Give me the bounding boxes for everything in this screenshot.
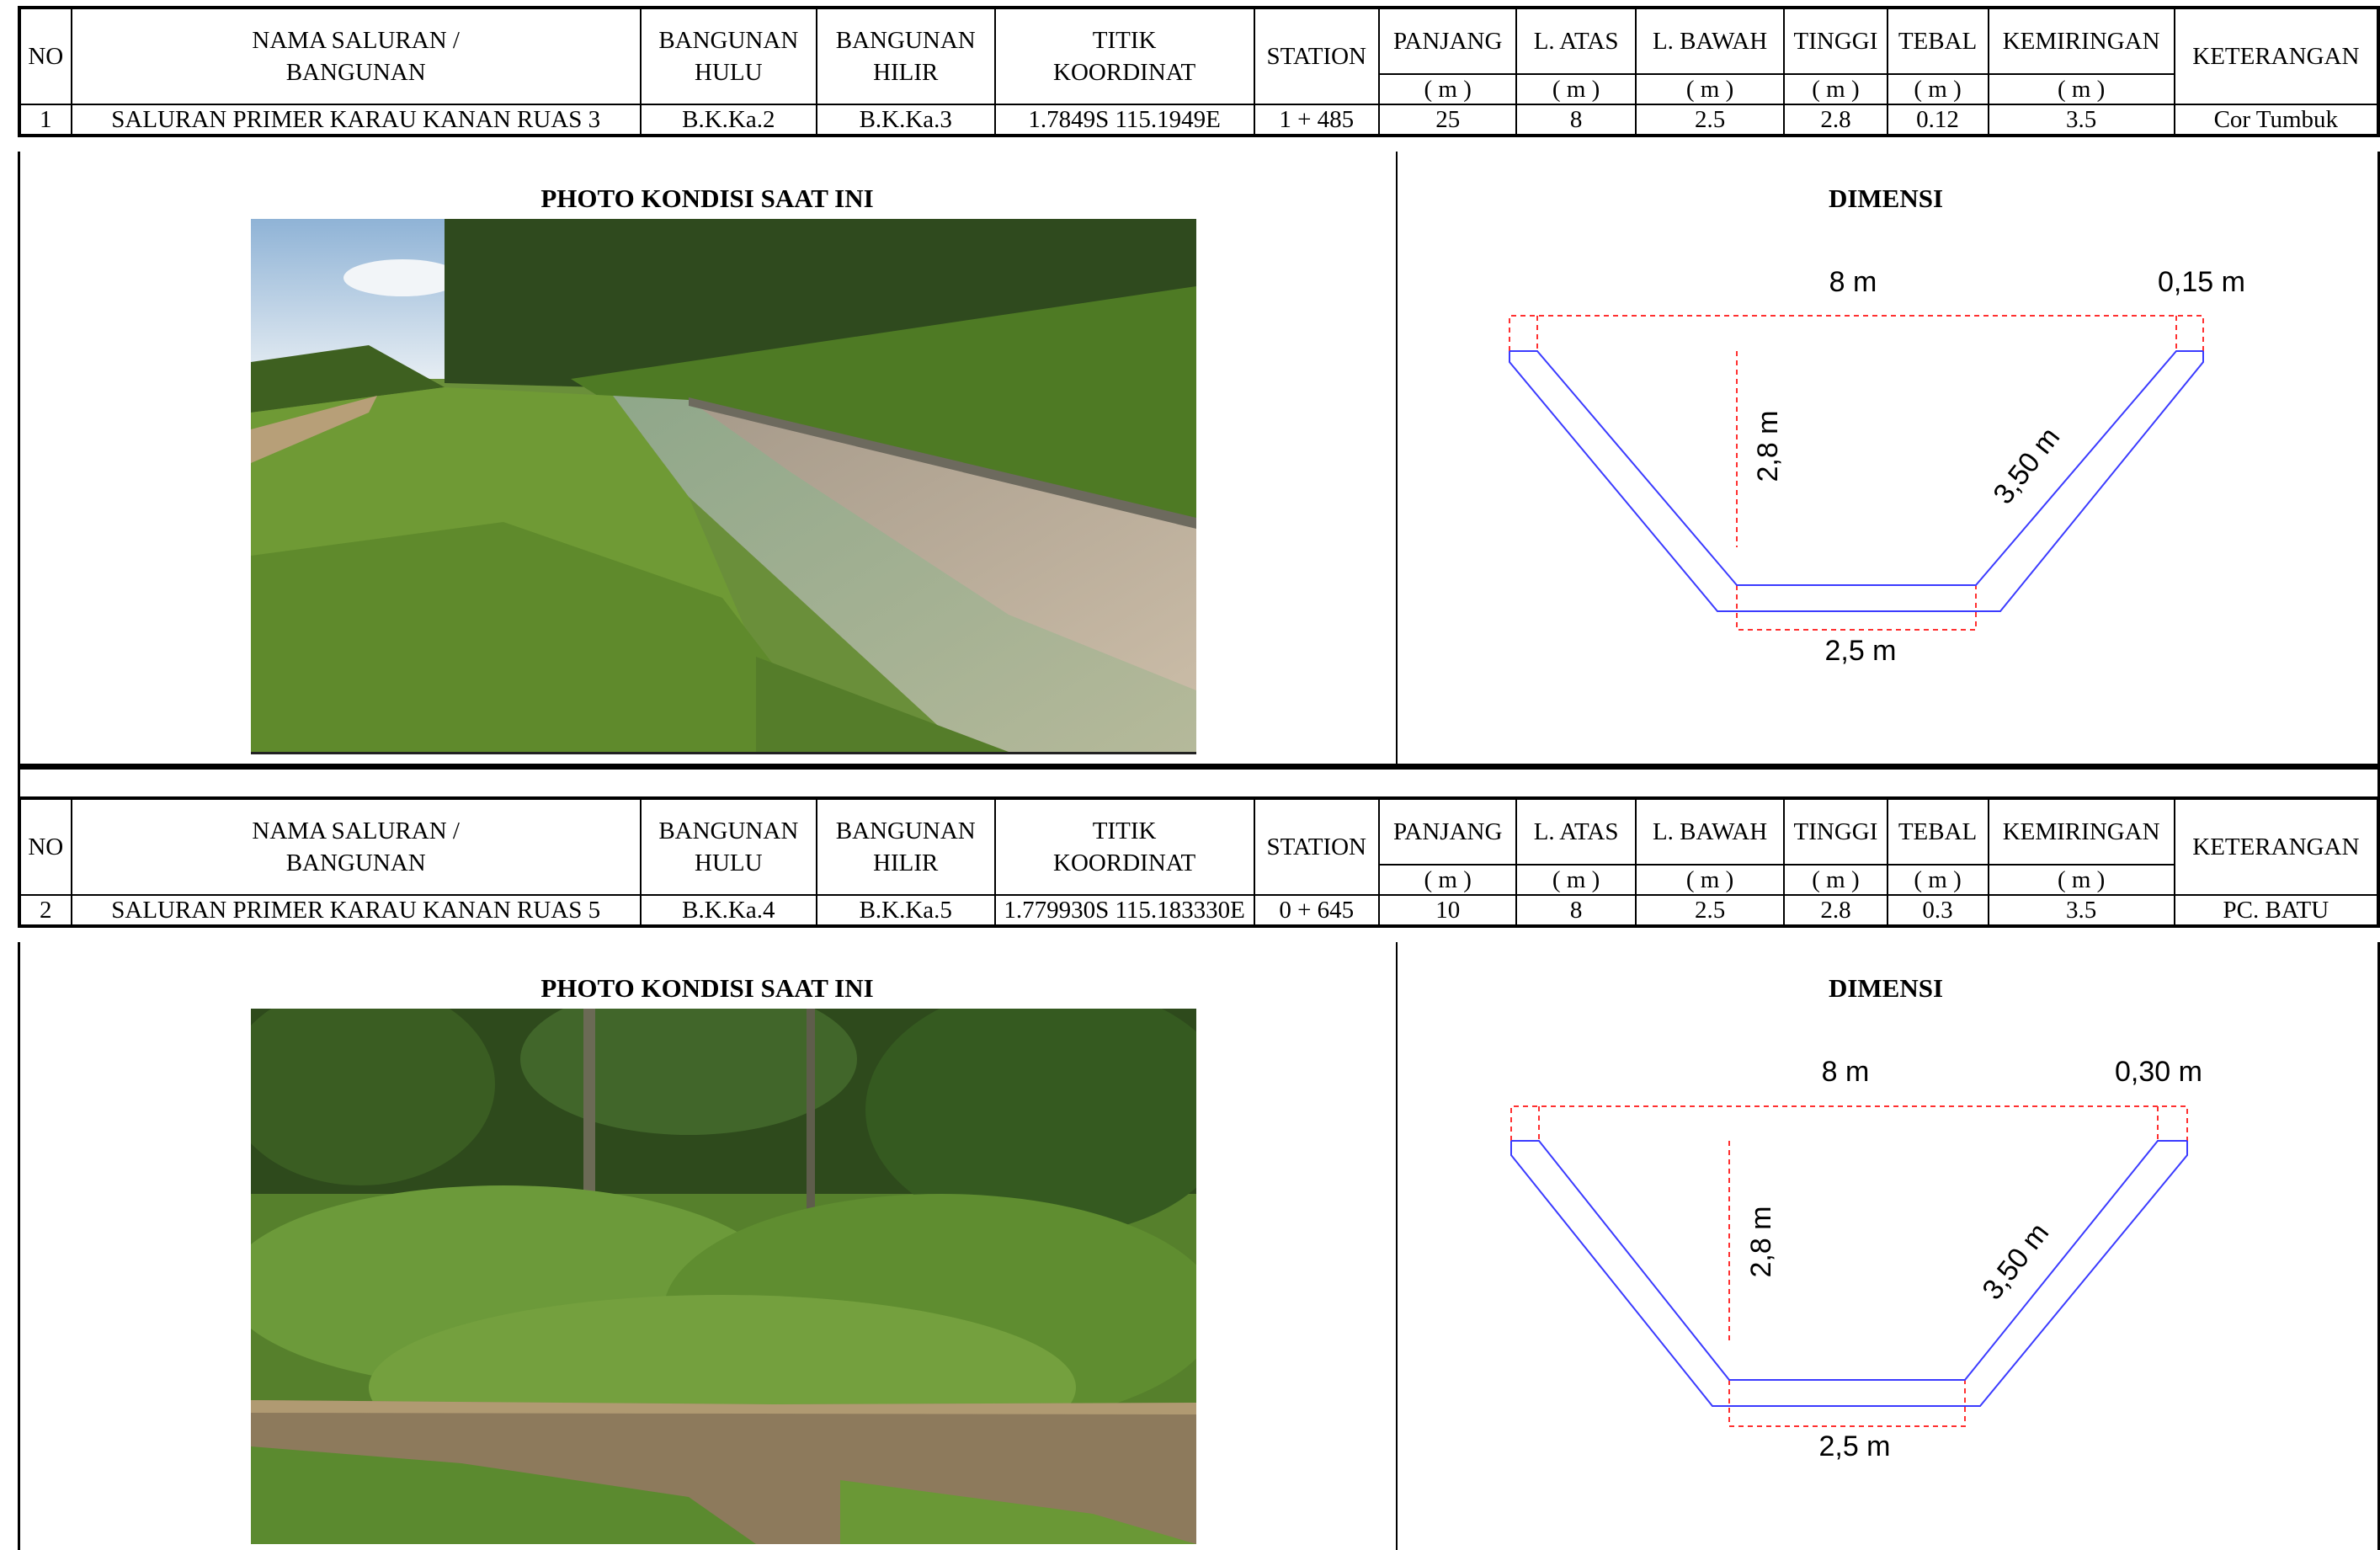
top-width-label: 8 m bbox=[1829, 266, 1877, 298]
height-label: 2,8 m bbox=[1752, 410, 1784, 482]
dimension-title: DIMENSI bbox=[1828, 973, 1944, 1003]
cell-station: 1 + 485 bbox=[1253, 104, 1380, 136]
cell-station: 0 + 645 bbox=[1253, 894, 1380, 927]
table-row: 2 SALURAN PRIMER KARAU KANAN RUAS 5 B.K.… bbox=[19, 894, 2380, 927]
col-latas-header: L. ATAS bbox=[1515, 7, 1637, 75]
record-2-header-table: NO NAMA SALURAN / BANGUNAN BANGUNAN HULU B… bbox=[18, 796, 2380, 928]
col-hulu-header: BANGUNAN HULU bbox=[639, 797, 817, 896]
col-hulu-header: BANGUNAN HULU bbox=[639, 7, 817, 105]
photo-title: PHOTO KONDISI SAAT INI bbox=[540, 973, 874, 1003]
col-nama-header: NAMA SALURAN / BANGUNAN bbox=[70, 797, 642, 896]
height-label: 2,8 m bbox=[1745, 1206, 1777, 1277]
col-kemiringan-header: KEMIRINGAN bbox=[1987, 797, 2175, 866]
col-tebal-header: TEBAL bbox=[1886, 797, 1989, 866]
cell-no: 2 bbox=[19, 894, 72, 927]
cell-hilir: B.K.Ka.5 bbox=[815, 894, 996, 927]
cell-kemiringan: 3.5 bbox=[1987, 104, 2175, 136]
col-hilir-header: BANGUNAN HILIR bbox=[815, 7, 996, 105]
cell-koordinat: 1.7849S 115.1949E bbox=[993, 104, 1255, 136]
col-no-header: NO bbox=[19, 7, 72, 105]
col-keterangan-header: KETERANGAN bbox=[2173, 7, 2380, 105]
slope-label: 3,50 m bbox=[1976, 1217, 2055, 1306]
record-2-panel bbox=[18, 942, 2380, 1550]
unit-label: ( m ) bbox=[1515, 73, 1637, 105]
cell-lbawah: 2.5 bbox=[1634, 894, 1786, 927]
unit-label: ( m ) bbox=[1634, 73, 1786, 105]
record-1-panel bbox=[18, 152, 2380, 766]
top-width-label: 8 m bbox=[1822, 1056, 1870, 1088]
cell-kemiringan: 3.5 bbox=[1987, 894, 2175, 927]
col-lbawah-header: L. BAWAH bbox=[1634, 797, 1786, 866]
photo-title: PHOTO KONDISI SAAT INI bbox=[540, 184, 874, 213]
col-station-header: STATION bbox=[1253, 797, 1380, 896]
col-lbawah-header: L. BAWAH bbox=[1634, 7, 1786, 75]
col-panjang-header: PANJANG bbox=[1377, 797, 1518, 866]
cell-tebal: 0.12 bbox=[1886, 104, 1989, 136]
cell-koordinat: 1.779930S 115.183330E bbox=[993, 894, 1255, 927]
thickness-label: 0,15 m bbox=[2158, 266, 2245, 298]
unit-label: ( m ) bbox=[1987, 864, 2175, 896]
cell-latas: 8 bbox=[1515, 894, 1637, 927]
cell-keterangan: Cor Tumbuk bbox=[2173, 104, 2380, 136]
col-koordinat-header: TITIK KOORDINAT bbox=[993, 797, 1255, 896]
table-row: 1 SALURAN PRIMER KARAU KANAN RUAS 3 B.K.… bbox=[19, 104, 2380, 136]
col-tinggi-header: TINGGI bbox=[1783, 797, 1888, 866]
cell-nama: SALURAN PRIMER KARAU KANAN RUAS 5 bbox=[70, 894, 642, 927]
col-keterangan-header: KETERANGAN bbox=[2173, 797, 2380, 896]
col-koordinat-header: TITIK KOORDINAT bbox=[993, 7, 1255, 105]
panel-divider bbox=[1396, 942, 1398, 1550]
cell-keterangan: PC. BATU bbox=[2173, 894, 2380, 927]
unit-label: ( m ) bbox=[1783, 864, 1888, 896]
unit-label: ( m ) bbox=[1987, 73, 2175, 105]
cell-tinggi: 2.8 bbox=[1783, 894, 1888, 927]
cell-nama: SALURAN PRIMER KARAU KANAN RUAS 3 bbox=[70, 104, 642, 136]
cell-panjang: 25 bbox=[1377, 104, 1518, 136]
dimension-title: DIMENSI bbox=[1828, 184, 1944, 213]
cell-tinggi: 2.8 bbox=[1783, 104, 1888, 136]
record-1-cross-section: 8 m 0,15 m 2,8 m 3,50 m 2,5 m bbox=[1509, 266, 2245, 667]
unit-label: ( m ) bbox=[1377, 864, 1518, 896]
bottom-width-label: 2,5 m bbox=[1818, 1430, 1890, 1462]
dimension-guides bbox=[1510, 1105, 2188, 1427]
unit-label: ( m ) bbox=[1886, 73, 1989, 105]
dimension-guides bbox=[1509, 315, 2204, 631]
unit-label: ( m ) bbox=[1377, 73, 1518, 105]
col-tebal-header: TEBAL bbox=[1886, 7, 1989, 75]
cell-hilir: B.K.Ka.3 bbox=[815, 104, 996, 136]
col-kemiringan-header: KEMIRINGAN bbox=[1987, 7, 2175, 75]
canal-photo bbox=[251, 219, 1196, 754]
panel-divider bbox=[1396, 152, 1398, 766]
canal-photo bbox=[251, 1009, 1196, 1544]
record-2-cross-section: 8 m 0,30 m 2,8 m 3,50 m 2,5 m bbox=[1510, 1056, 2202, 1462]
col-panjang-header: PANJANG bbox=[1377, 7, 1518, 75]
unit-label: ( m ) bbox=[1783, 73, 1888, 105]
cell-panjang: 10 bbox=[1377, 894, 1518, 927]
col-hilir-header: BANGUNAN HILIR bbox=[815, 797, 996, 896]
unit-label: ( m ) bbox=[1886, 864, 1989, 896]
bottom-width-label: 2,5 m bbox=[1824, 635, 1896, 667]
cell-lbawah: 2.5 bbox=[1634, 104, 1786, 136]
col-station-header: STATION bbox=[1253, 7, 1380, 105]
channel-profile bbox=[1510, 1140, 2188, 1407]
unit-label: ( m ) bbox=[1515, 864, 1637, 896]
cell-hulu: B.K.Ka.2 bbox=[639, 104, 817, 136]
col-nama-header: NAMA SALURAN / BANGUNAN bbox=[70, 7, 642, 105]
slope-label: 3,50 m bbox=[1987, 422, 2066, 510]
cell-no: 1 bbox=[19, 104, 72, 136]
channel-profile bbox=[1509, 350, 2204, 612]
col-tinggi-header: TINGGI bbox=[1783, 7, 1888, 75]
unit-label: ( m ) bbox=[1634, 864, 1786, 896]
col-latas-header: L. ATAS bbox=[1515, 797, 1637, 866]
thickness-label: 0,30 m bbox=[2115, 1056, 2202, 1088]
col-no-header: NO bbox=[19, 797, 72, 896]
record-separator bbox=[18, 766, 2380, 796]
record-1-header-table: NO NAMA SALURAN / BANGUNAN BANGUNAN HULU B… bbox=[18, 6, 2380, 137]
cell-latas: 8 bbox=[1515, 104, 1637, 136]
cell-hulu: B.K.Ka.4 bbox=[639, 894, 817, 927]
cell-tebal: 0.3 bbox=[1886, 894, 1989, 927]
